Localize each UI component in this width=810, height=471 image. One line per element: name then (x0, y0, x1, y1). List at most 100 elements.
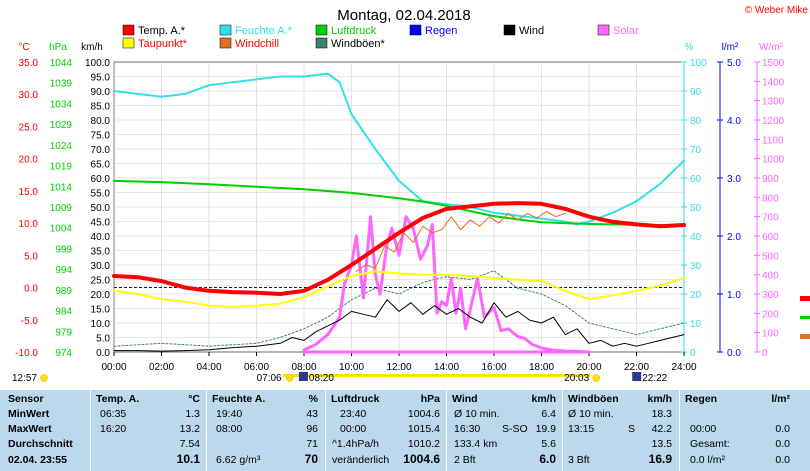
legend-label: Temp. A.* (138, 25, 186, 37)
daylength-sun-icon (40, 374, 48, 382)
windchill-marker (800, 334, 810, 339)
legend-swatch (315, 37, 328, 49)
x-tick-label: 14:00 (434, 362, 459, 373)
legend-swatch (122, 37, 135, 49)
pressure-tick-label: 1014 (50, 182, 73, 193)
humidity-unit-header: % (308, 393, 318, 405)
gust-avg-value: 13.5 (651, 438, 672, 450)
temp-max-time: 16:20 (100, 423, 127, 435)
pressure-tick-label: 1029 (50, 120, 73, 131)
humidity-tick-label: 60 (690, 174, 702, 185)
temp-tick-label: 10.0 (19, 219, 39, 230)
pressure-tick-label: 974 (55, 348, 72, 359)
row-label-current: 02.04. 23:55 (8, 454, 67, 466)
humidity-tick-label: 100 (690, 58, 707, 69)
x-tick-label: 22:00 (624, 362, 649, 373)
temp-min-value: 1.3 (185, 408, 200, 420)
gust-max-direction: S (628, 423, 636, 435)
pressure-max-value: 1015.4 (407, 423, 440, 435)
pressure-line (113, 179, 685, 227)
wind-tick-label: 30.0 (91, 261, 111, 272)
wind-current-value: 6.0 (539, 452, 556, 466)
x-tick-label: 24:00 (671, 362, 696, 373)
wind-tick-label: 90.0 (91, 87, 111, 98)
pressure-tick-label: 1039 (50, 79, 73, 90)
x-tick-label: 18:00 (529, 362, 554, 373)
wind-tick-label: 60.0 (91, 174, 111, 185)
moonset-icon (632, 372, 642, 381)
pressure-tick-label: 999 (55, 244, 72, 255)
x-tick-label: 20:00 (576, 362, 601, 373)
gust-avg10-value: 18.3 (651, 408, 672, 420)
legend-swatch (409, 24, 422, 36)
legend-label: Windböen* (331, 38, 386, 50)
row-label-min: MinWert (8, 408, 50, 420)
pressure-marker (800, 316, 810, 319)
pressure-min-value: 1004.6 (407, 408, 440, 420)
wind-unit-header: km/h (531, 393, 556, 405)
solar-tick-label: 800 (762, 193, 779, 204)
sunrise-time: 07:06 (257, 373, 282, 384)
temp-tick-label: 35.0 (19, 58, 39, 69)
wind-avg10-label: Ø 10 min. (454, 408, 500, 420)
legend-label: Windchill (235, 38, 279, 50)
sunrise-icon (285, 374, 294, 382)
humidity-tick-label: 80 (690, 116, 702, 127)
pressure-trend-text: veränderlich (332, 454, 390, 466)
temp-axis-unit: °C (18, 42, 29, 53)
wind-distance: 133.4 km (454, 438, 498, 450)
wind-tick-label: 50.0 (91, 203, 111, 214)
pressure-tick-label: 979 (55, 327, 72, 338)
wind-tick-label: 5.0 (96, 334, 110, 345)
rain-current-value: 0.0 (775, 454, 790, 466)
wind-max-time: 16:30 (454, 423, 481, 435)
pressure-tick-label: 1004 (50, 224, 73, 235)
pressure-max-time: 00:00 (340, 423, 367, 435)
rain-unit-header: l/m² (771, 393, 790, 405)
humidity-current-value: 70 (304, 452, 318, 466)
rain-tick-label: 1.0 (727, 290, 741, 301)
pressure-header: Luftdruck (331, 393, 380, 405)
wind-tick-label: 65.0 (91, 160, 111, 171)
chart-title: Montag, 02.04.2018 (337, 7, 470, 24)
solar-tick-label: 900 (762, 174, 779, 185)
humidity-tick-label: 10 (690, 319, 702, 330)
wind-avg10-value: 6.4 (541, 408, 556, 420)
moonrise-icon (298, 372, 308, 381)
solar-tick-label: 0 (762, 348, 768, 359)
legend-swatch (597, 24, 610, 36)
pressure-tick-label: 1024 (50, 141, 73, 152)
copyright-text: © Weber Mike (745, 5, 809, 16)
humidity-min-time: 19:40 (216, 408, 243, 420)
pressure-tick-label: 1044 (50, 58, 73, 69)
wind-tick-label: 10.0 (91, 319, 111, 330)
legend-label: Solar (613, 25, 639, 37)
row-label-max: MaxWert (8, 423, 52, 435)
moonrise-time: 08:20 (309, 373, 334, 384)
humidity-tick-label: 70 (690, 145, 702, 156)
right-side-marks (800, 296, 810, 339)
legend-swatch (219, 37, 232, 49)
axis-ticks: 35.0 30.0 25.0 20.0 15.0 10.0 5.0 0.0 -5.0 -10.0 1… (15, 58, 784, 373)
wind-max-value: 19.9 (535, 423, 556, 435)
solar-tick-label: 100 (762, 329, 779, 340)
temp-min-time: 06:35 (100, 408, 127, 420)
rain-tick-label: 0.0 (727, 348, 741, 359)
wind-max-direction: S-SO (502, 423, 528, 435)
wind-tick-label: 15.0 (91, 305, 111, 316)
wind-tick-label: 55.0 (91, 189, 111, 200)
wind-tick-label: 20.0 (91, 290, 111, 301)
x-tick-label: 04:00 (196, 362, 221, 373)
pressure-avg-value: 1010.2 (407, 438, 440, 450)
rain-header: Regen (685, 393, 718, 405)
humidity-tick-label: 0 (690, 348, 696, 359)
temp-tick-label: 15.0 (19, 187, 39, 198)
pressure-tick-label: 1009 (50, 203, 73, 214)
pressure-tick-label: 1034 (50, 99, 73, 110)
wind-tick-label: 95.0 (91, 73, 111, 84)
daylight-bar (282, 374, 591, 377)
legend-label: Taupunkt* (138, 38, 188, 50)
solar-tick-label: 500 (762, 251, 779, 262)
temp-tick-label: -10.0 (15, 348, 38, 359)
legend-swatch (503, 24, 516, 36)
